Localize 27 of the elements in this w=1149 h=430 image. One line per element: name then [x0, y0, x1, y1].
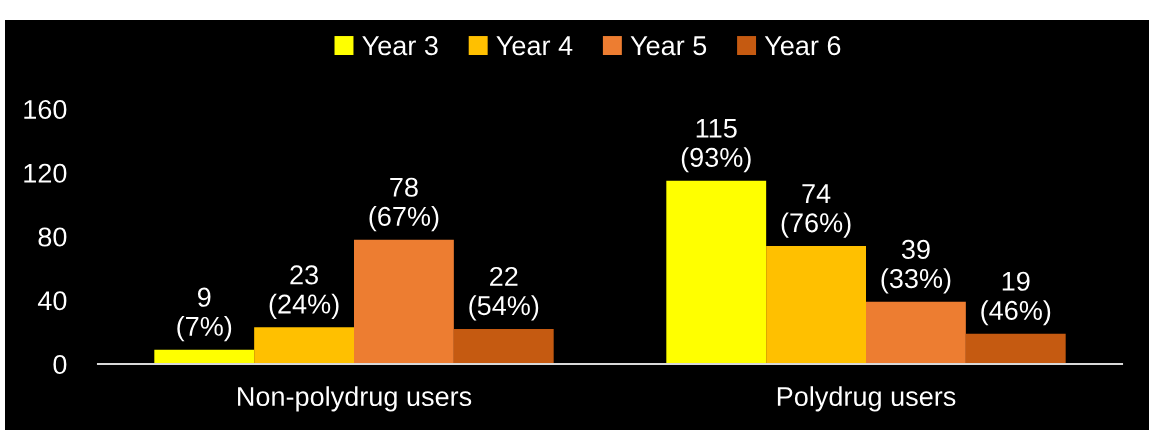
legend-label: Year 4 — [496, 36, 573, 56]
bar — [154, 349, 255, 364]
bar — [965, 333, 1066, 364]
y-tick-label: 40 — [37, 291, 67, 311]
data-label: 115 (93%) — [681, 118, 751, 173]
bar — [766, 246, 866, 364]
data-label: 74 (76%) — [781, 184, 851, 238]
y-tick-label: 0 — [53, 354, 67, 375]
bar — [354, 239, 454, 364]
data-label: 22 (54%) — [469, 266, 539, 321]
data-label: 23 (24%) — [269, 265, 339, 319]
bar — [453, 328, 554, 364]
bar — [254, 327, 354, 364]
data-label: 39 (33%) — [881, 239, 951, 294]
x-tick-label: Non-polydrug users — [238, 386, 472, 412]
data-label: 9 (7%) — [177, 287, 232, 342]
legend-label: Year 6 — [764, 36, 841, 56]
data-label: 19 (46%) — [981, 271, 1051, 326]
legend-label: Year 3 — [362, 36, 438, 56]
bar — [866, 301, 966, 364]
y-tick-label: 80 — [38, 227, 67, 247]
y-tick-label: 160 — [24, 99, 67, 120]
x-tick-label: Polydrug users — [777, 386, 956, 412]
legend-label: Year 5 — [630, 36, 707, 56]
data-label: 78 (67%) — [369, 177, 439, 232]
bar — [666, 180, 767, 364]
y-tick-label: 120 — [24, 163, 67, 183]
